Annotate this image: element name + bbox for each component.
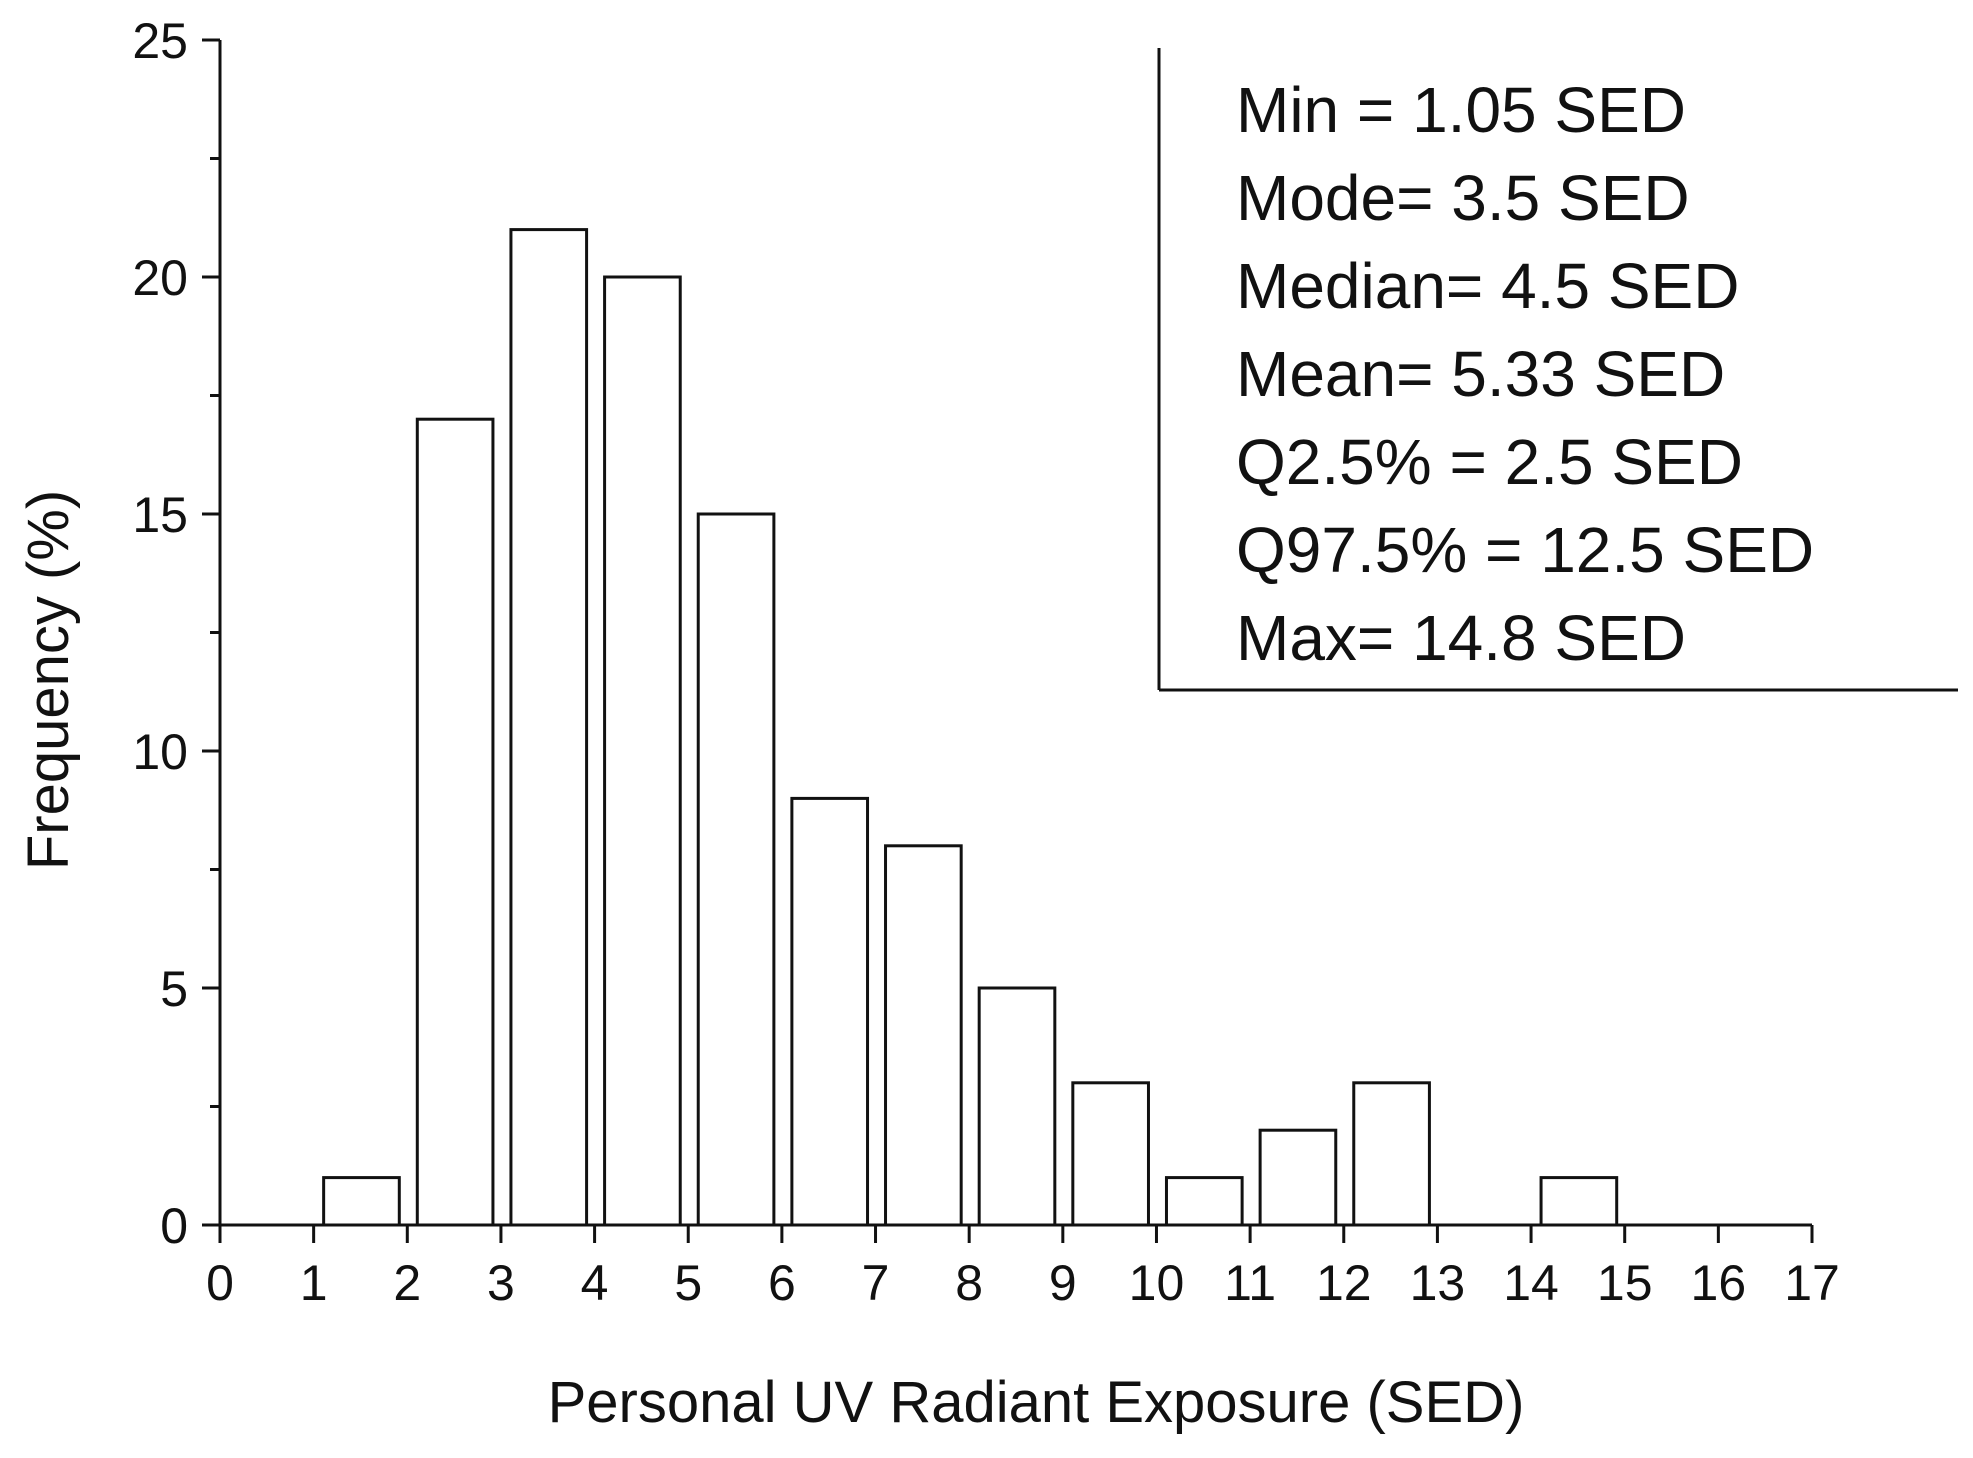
x-tick-label: 11 (1224, 1255, 1276, 1311)
x-tick-label: 7 (862, 1255, 890, 1311)
x-tick-label: 6 (768, 1255, 796, 1311)
x-tick-label: 15 (1597, 1255, 1653, 1311)
x-tick-label: 3 (487, 1255, 515, 1311)
x-tick-label: 13 (1410, 1255, 1466, 1311)
stat-line: Q2.5% = 2.5 SED (1236, 426, 1743, 498)
y-tick-label: 20 (132, 250, 188, 306)
histogram-bar (884, 844, 963, 1227)
stat-line: Median= 4.5 SED (1236, 250, 1739, 322)
histogram-bar (790, 796, 870, 1227)
x-tick-label: 16 (1691, 1255, 1747, 1311)
histogram-bar (415, 417, 495, 1227)
stat-line: Min = 1.05 SED (1236, 74, 1686, 146)
x-axis-title: Personal UV Radiant Exposure (SED) (548, 1370, 1525, 1435)
histogram-bar (1164, 1176, 1244, 1227)
x-tick-label: 4 (581, 1255, 609, 1311)
x-tick-label: 17 (1784, 1255, 1840, 1311)
stat-line: Mode= 3.5 SED (1236, 162, 1690, 234)
y-tick-label: 0 (160, 1198, 188, 1254)
histogram-bar (1258, 1128, 1338, 1227)
x-tick-label: 12 (1316, 1255, 1372, 1311)
histogram-bar (603, 275, 682, 1227)
y-tick-label: 10 (132, 724, 188, 780)
y-tick-label: 15 (132, 487, 188, 543)
histogram-bar (696, 512, 776, 1227)
histogram-bar (322, 1176, 401, 1227)
x-tick-label: 9 (1049, 1255, 1077, 1311)
histogram-bar (1539, 1176, 1619, 1227)
stats-box: Min = 1.05 SED Mode= 3.5 SED Median= 4.5 S… (1157, 48, 1958, 692)
stat-line: Q97.5% = 12.5 SED (1236, 514, 1814, 586)
y-tick-label: 5 (160, 961, 188, 1017)
x-tick-label: 0 (206, 1255, 234, 1311)
x-tick-label: 1 (300, 1255, 328, 1311)
histogram-bar (977, 986, 1057, 1227)
x-tick-label: 14 (1503, 1255, 1559, 1311)
stat-line: Max= 14.8 SED (1236, 602, 1686, 674)
x-tick-label: 5 (674, 1255, 702, 1311)
histogram-bar (1071, 1081, 1150, 1227)
y-axis-title: Frequency (%) (16, 490, 81, 870)
stat-line: Mean= 5.33 SED (1236, 338, 1725, 410)
histogram-bar (509, 228, 589, 1227)
x-tick-label: 2 (393, 1255, 421, 1311)
histogram-bar (1352, 1081, 1431, 1227)
y-tick-label: 25 (132, 13, 188, 69)
x-tick-label: 10 (1129, 1255, 1185, 1311)
bars-group (322, 228, 1619, 1227)
x-tick-label: 8 (955, 1255, 983, 1311)
